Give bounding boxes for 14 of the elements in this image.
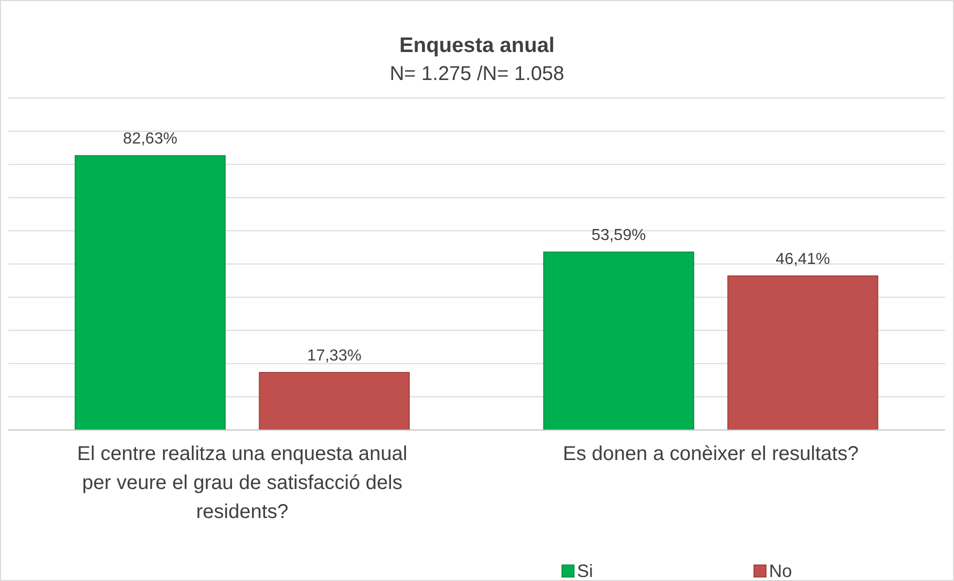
data-label: 82,63% bbox=[123, 130, 178, 148]
data-label: 17,33% bbox=[307, 347, 362, 364]
x-tick-label: Es donen a conèixer el resultats? bbox=[562, 443, 859, 465]
data-label: 46,41% bbox=[776, 250, 830, 268]
bar bbox=[543, 252, 694, 430]
chart-title: Enquesta anual bbox=[399, 34, 555, 57]
bar bbox=[74, 155, 226, 430]
legend-label: No bbox=[769, 561, 792, 581]
bar bbox=[258, 372, 410, 430]
legend-label: Si bbox=[577, 561, 594, 581]
data-label: 53,59% bbox=[592, 227, 646, 244]
x-tick-label: El centre realitza una enquesta anual per veure el grau de satisfacció dels residents? bbox=[77, 443, 408, 523]
bar bbox=[727, 275, 878, 430]
chart-subtitle: N= 1.275 /N= 1.058 bbox=[390, 63, 564, 85]
